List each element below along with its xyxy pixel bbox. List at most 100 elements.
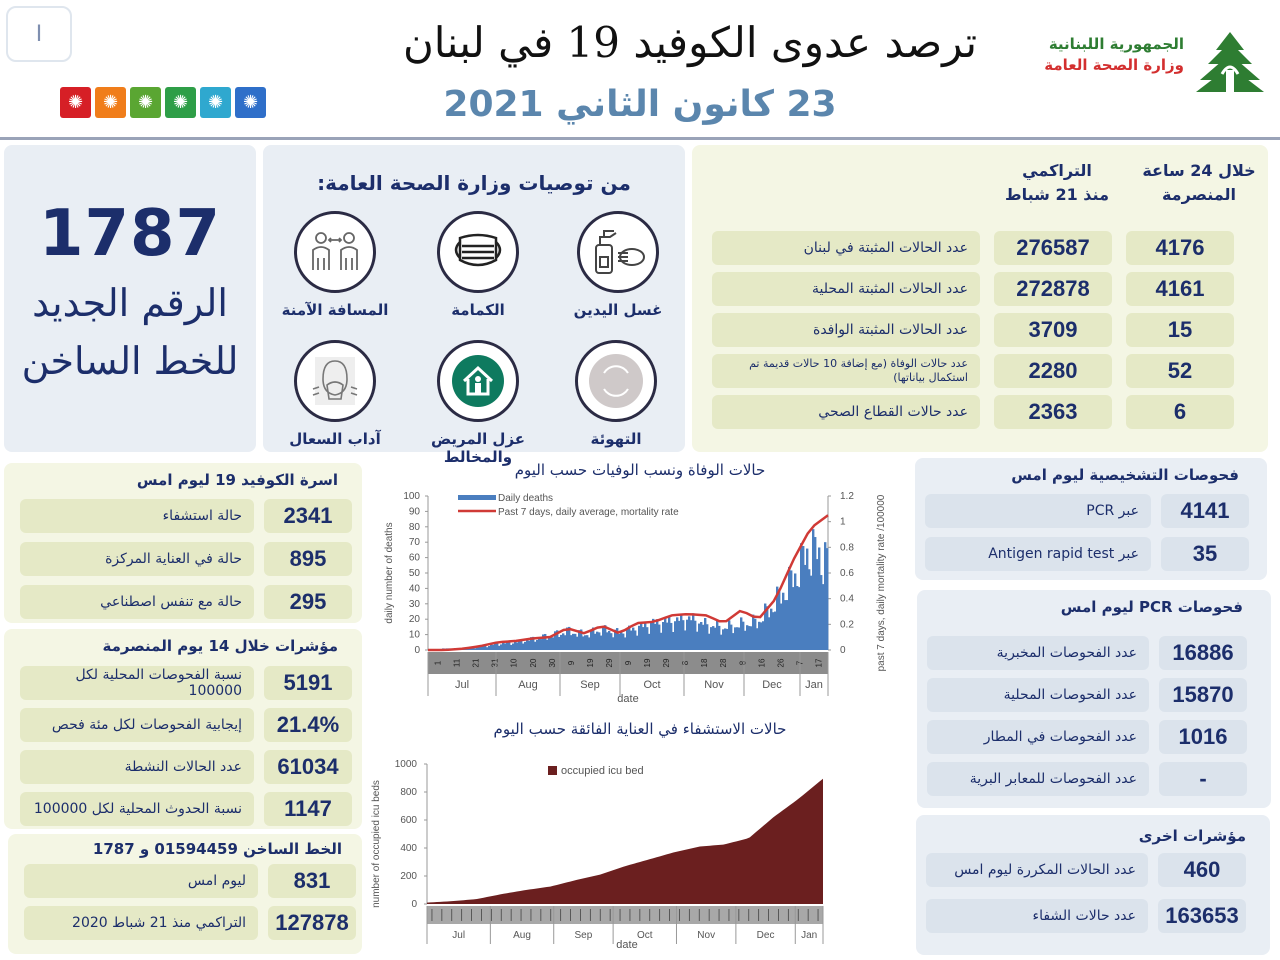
stats-row: عدد الحالات المثبتة المحلية 272878 4161 (712, 272, 1234, 306)
data-row: عبر PCR 4141 (925, 494, 1249, 528)
recommendation-mask: الكمامة (408, 211, 548, 319)
recommendation-label: غسل اليدين (573, 301, 663, 319)
row-value: 831 (268, 864, 356, 898)
svg-text:20: 20 (409, 614, 421, 625)
data-row: حالة استشفاء 2341 (20, 499, 352, 533)
recommendation-isolation: عزل المريض والمخالط (408, 340, 548, 466)
data-row: عدد حالات الشفاء 163653 (926, 899, 1246, 933)
virus-icon[interactable]: ✺ (130, 87, 161, 118)
svg-text:Aug: Aug (518, 679, 538, 691)
svg-text:20: 20 (529, 658, 538, 667)
virus-icon[interactable]: ✺ (60, 87, 91, 118)
svg-text:11: 11 (453, 658, 462, 667)
indicators-14-days-panel: مؤشرات خلال 14 يوم المنصرمة نسبة الفحوصا… (4, 629, 362, 829)
stats-24h-value: 52 (1126, 354, 1234, 388)
virus-icon[interactable]: ✺ (95, 87, 126, 118)
row-value: - (1159, 762, 1247, 796)
svg-text:0: 0 (414, 645, 420, 656)
row-value: 127878 (268, 906, 356, 940)
svg-text:29: 29 (605, 658, 614, 667)
svg-text:40: 40 (409, 583, 421, 594)
data-row: ليوم امس 831 (24, 864, 356, 898)
row-label: عدد الفحوصات في المطار (927, 720, 1149, 754)
home-isolation-icon (437, 340, 519, 422)
svg-text:26: 26 (776, 658, 785, 667)
row-label: عدد الفحوصات المخبرية (927, 636, 1149, 670)
row-label: عبر Antigen rapid test (925, 537, 1151, 571)
data-row: حالة في العناية المركزة 895 (20, 542, 352, 576)
cough-etiquette-icon (294, 340, 376, 422)
svg-text:9: 9 (567, 660, 576, 665)
svg-text:1000: 1000 (395, 759, 418, 770)
svg-text:8: 8 (738, 660, 747, 665)
svg-text:19: 19 (643, 658, 652, 667)
stats-row-label: عدد الحالات المثبتة المحلية (712, 272, 980, 306)
stats-24h-value: 4161 (1126, 272, 1234, 306)
row-label: إيجابية الفحوصات لكل مئة فحص (20, 708, 254, 742)
recommendation-label: المسافة الآمنة (281, 301, 389, 319)
svg-text:Nov: Nov (697, 930, 715, 941)
svg-text:Dec: Dec (762, 679, 782, 691)
svg-text:Dec: Dec (757, 930, 775, 941)
svg-text:10: 10 (510, 658, 519, 667)
pcr-tests-panel: فحوصات PCR ليوم امس عدد الفحوصات المخبري… (917, 590, 1271, 808)
recommendation-label: التهوئة (590, 430, 642, 448)
virus-icon[interactable]: ✺ (235, 87, 266, 118)
stats-row-label: عدد الحالات المثبتة في لبنان (712, 231, 980, 265)
svg-text:90: 90 (409, 506, 421, 517)
data-row: عدد الفحوصات المخبرية 16886 (927, 636, 1247, 670)
data-row: حالة مع تنفس اصطناعي 295 (20, 585, 352, 619)
ventilation-icon (575, 340, 657, 422)
ministry-label: وزارة الصحة العامة (1044, 56, 1184, 74)
svg-text:daily number of deaths: daily number of deaths (384, 522, 395, 623)
svg-text:60: 60 (409, 553, 421, 564)
row-value: 61034 (264, 750, 352, 784)
svg-text:800: 800 (400, 787, 417, 798)
recommendation-hand-washing: غسل اليدين (548, 211, 688, 319)
svg-text:Jul: Jul (452, 930, 465, 941)
hotline-caption-1: الرقم الجديد (32, 281, 228, 325)
stats-cumulative-value: 272878 (994, 272, 1112, 306)
data-row: عبر Antigen rapid test 35 (925, 537, 1249, 571)
svg-text:70: 70 (409, 537, 421, 548)
svg-text:18: 18 (700, 658, 709, 667)
row-label: ليوم امس (24, 864, 258, 898)
hotline-number: 1787 (38, 197, 222, 271)
data-row: عدد الفحوصات للمعابر البرية - (927, 762, 1247, 796)
section-title: مؤشرات خلال 14 يوم المنصرمة (102, 637, 338, 655)
svg-text:Oct: Oct (643, 679, 660, 691)
stats-row: عدد الحالات المثبتة الوافدة 3709 15 (712, 313, 1234, 347)
svg-text:0.2: 0.2 (840, 619, 854, 630)
covid-beds-panel: اسرة الكوفيد 19 ليوم امس حالة استشفاء 234… (4, 463, 362, 623)
corner-button[interactable]: I (6, 6, 72, 62)
svg-text:number of occupied icu beds: number of occupied icu beds (371, 780, 382, 908)
section-title: الخط الساخن 01594459 و 1787 (92, 840, 342, 858)
cedar-tree-icon (1196, 32, 1264, 98)
section-title: فحوصات التشخيصية ليوم امس (1011, 466, 1239, 484)
deaths-chart-title: حالات الوفاة ونسب الوفيات حسب اليوم (514, 461, 766, 479)
row-label: عدد الفحوصات للمعابر البرية (927, 762, 1149, 796)
virus-icon[interactable]: ✺ (200, 87, 231, 118)
col-header-cumulative: التراكمي منذ 21 شباط (1005, 161, 1109, 204)
recommendation-cough-etiquette: آداب السعال (265, 340, 405, 448)
svg-text:21: 21 (472, 658, 481, 667)
row-label: عدد الحالات المكررة ليوم امس (926, 853, 1148, 887)
svg-text:600: 600 (400, 815, 417, 826)
virus-icon-strip: ✺ ✺ ✺ ✺ ✺ ✺ (60, 87, 266, 118)
svg-text:30: 30 (548, 658, 557, 667)
republic-label: الجمهورية اللبنانية (1048, 35, 1184, 53)
svg-text:9: 9 (624, 660, 633, 665)
virus-icon[interactable]: ✺ (165, 87, 196, 118)
svg-text:0.6: 0.6 (840, 568, 854, 579)
svg-text:Sep: Sep (575, 930, 593, 941)
svg-text:Aug: Aug (513, 930, 531, 941)
svg-text:Past 7 days, daily average, mo: Past 7 days, daily average, mortality ra… (498, 507, 679, 518)
stats-24h-value: 6 (1126, 395, 1234, 429)
row-value: 2341 (264, 499, 352, 533)
svg-text:50: 50 (409, 568, 421, 579)
data-row: عدد الحالات المكررة ليوم امس 460 (926, 853, 1246, 887)
row-value: 460 (1158, 853, 1246, 887)
data-row: عدد الفحوصات في المطار 1016 (927, 720, 1247, 754)
recommendation-label: آداب السعال (289, 430, 381, 448)
svg-text:31: 31 (491, 658, 500, 667)
